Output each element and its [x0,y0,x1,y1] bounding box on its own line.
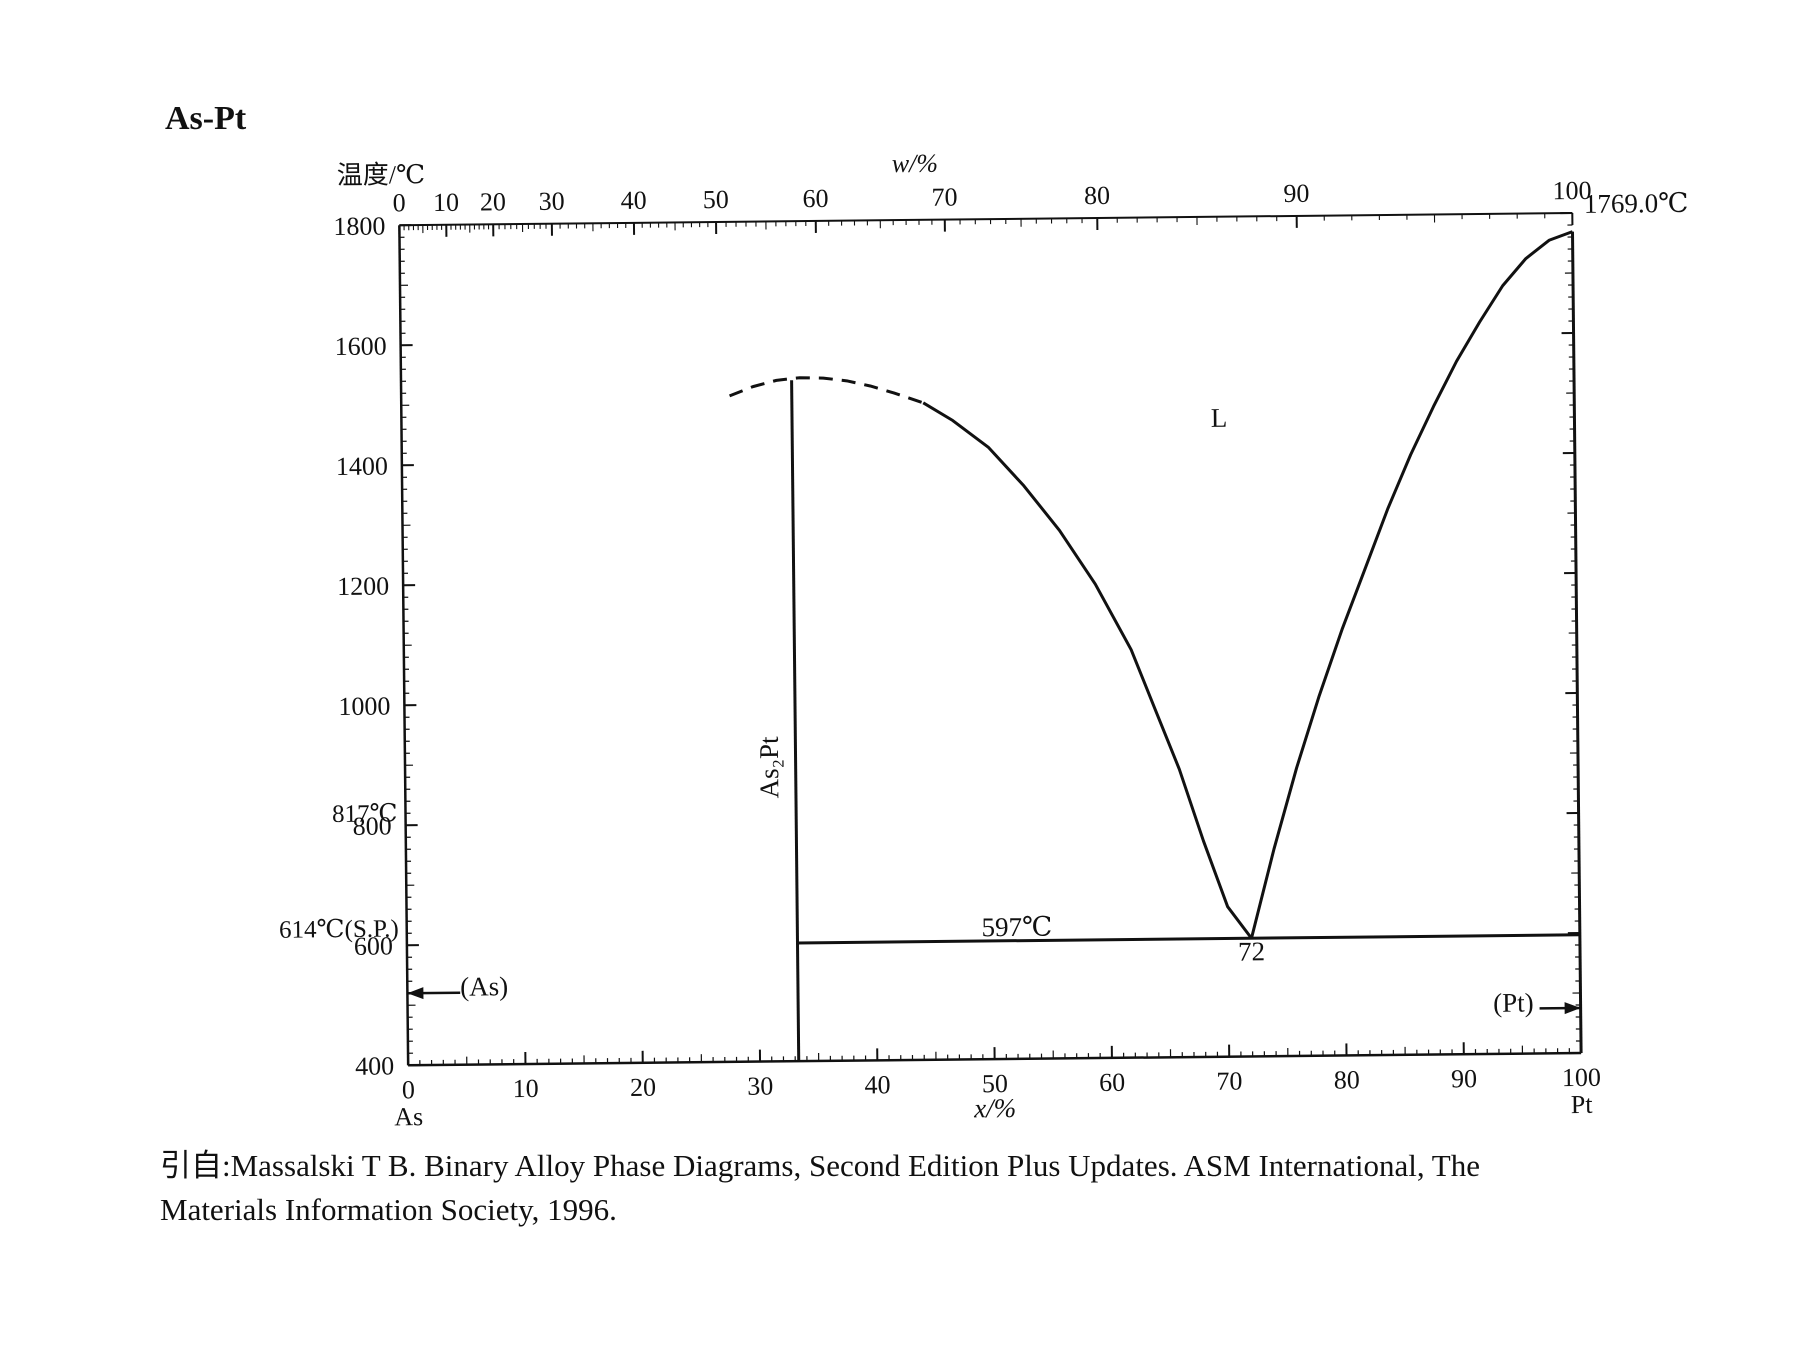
top-tick-label: 10 [433,188,459,217]
top-tick-label: 90 [1283,179,1309,208]
top-tick-label: 70 [931,182,957,211]
y-tick-label: 1600 [334,331,386,361]
top-axis-label: w/% [892,149,939,178]
top-tick-label: 50 [703,185,729,214]
citation-line-1: 引自:Massalski T B. Binary Alloy Phase Dia… [160,1148,1480,1183]
x-axis-top [399,212,1573,227]
left-axis-annotation: 817℃ [332,800,398,828]
phase-boundary-1 [922,401,1253,940]
annotation-label: (Pt) [1493,987,1534,1017]
annotations: L 597℃ 72 1769.0℃ (Pt) (As) As₂Pt [407,188,1689,1018]
annotation-label: As₂Pt [754,736,785,799]
x-tick-label: 80 [1334,1065,1360,1094]
x-end-label-pt: Pt [1571,1090,1594,1119]
x-tick-label: 50 [982,1069,1008,1098]
x-axis-label: x/% [973,1093,1016,1123]
x-tick-label: 40 [864,1070,890,1099]
x-tick-label: 70 [1216,1067,1242,1096]
y-tick-label: 1400 [336,451,388,481]
annotation-label: (As) [460,971,508,1002]
top-tick-label: 60 [802,184,828,213]
citation-line-2: Materials Information Society, 1996. [160,1192,617,1227]
y-tick-label: 1000 [338,691,390,721]
y-tick-label: 1800 [333,211,385,241]
y-tick-label: 400 [355,1051,394,1080]
phase-boundaries [729,230,1583,1062]
phase-boundary-5 [1570,231,1583,1053]
arrow-head-1 [1564,1002,1581,1015]
y-tick-label: 1200 [337,571,389,601]
y-tick-label: 600 [354,931,393,960]
annotation-label: 1769.0℃ [1584,188,1689,219]
x-tick-label: 100 [1562,1063,1601,1092]
x-tick-label: 30 [747,1071,773,1100]
arrow-head-0 [407,987,424,1000]
top-tick-label: 80 [1084,181,1110,210]
phase-boundary-0 [729,376,924,405]
phase-boundary-3 [790,380,801,1062]
left-axis-annotation: 614℃(S.P.) [279,916,399,944]
x-tick-label: 10 [513,1074,539,1103]
x-tick-label: 60 [1099,1068,1125,1097]
top-tick-label: 30 [538,187,564,216]
y-axis-label: 温度/℃ [337,160,426,190]
annotation-label: 72 [1238,936,1265,966]
x-tick-label: 90 [1451,1064,1477,1093]
phase-boundary-4 [797,933,1580,945]
phase-boundary-2 [1250,230,1574,939]
x-tick-label: 20 [630,1073,656,1102]
x-tick-label: 0 [402,1075,415,1104]
top-tick-label: 40 [621,186,647,215]
top-tick-label: 20 [480,187,506,216]
annotation-label: L [1211,403,1228,433]
y-tick-label: 800 [353,811,392,840]
x-end-label-as: As [394,1102,423,1131]
top-tick-label: 0 [392,188,405,217]
chart-title: As-Pt [165,100,247,137]
top-tick-label: 100 [1552,176,1591,205]
annotation-label: 597℃ [981,912,1052,943]
